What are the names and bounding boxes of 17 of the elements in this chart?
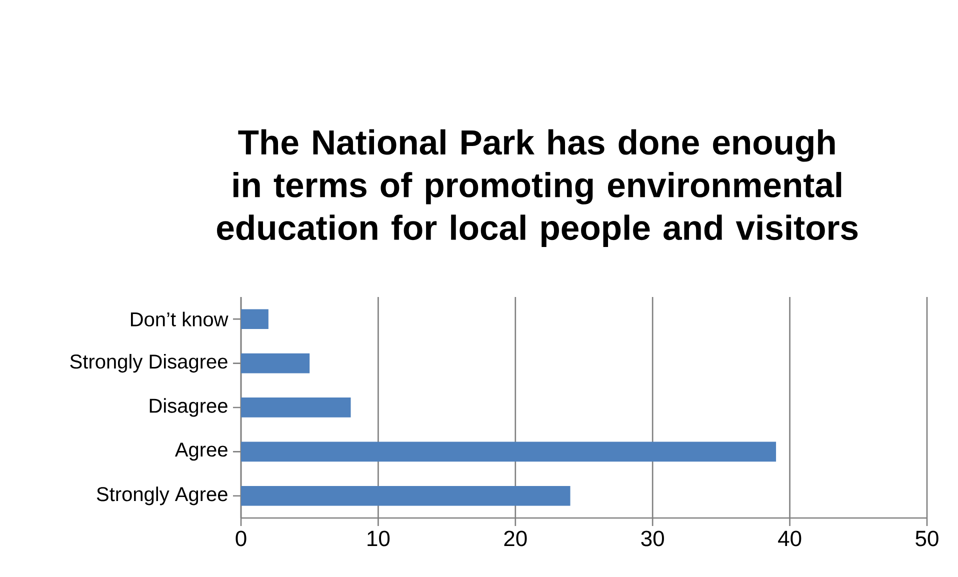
x-tick-label: 30 bbox=[641, 530, 664, 546]
x-tick-label: 10 bbox=[368, 530, 390, 546]
y-tick-label: Strongly Disagree bbox=[70, 354, 228, 373]
bar bbox=[241, 486, 570, 506]
chart-title: The National Park has done enough in terms of promoting environmental education for local people and visitors bbox=[217, 129, 858, 247]
y-tick-label: Don’t know bbox=[130, 312, 228, 326]
x-tick-label: 40 bbox=[778, 530, 802, 546]
bar bbox=[241, 398, 351, 418]
y-tick-label: Agree bbox=[174, 442, 228, 461]
x-tick-label: 20 bbox=[504, 530, 527, 546]
x-tick-label: 50 bbox=[916, 530, 938, 546]
y-tick-label: Strongly Agree bbox=[96, 486, 228, 506]
y-tick-label: Disagree bbox=[150, 398, 228, 417]
bar bbox=[241, 442, 776, 462]
bar bbox=[241, 353, 310, 374]
x-tick-label: 0 bbox=[236, 530, 246, 546]
bar bbox=[241, 309, 268, 330]
